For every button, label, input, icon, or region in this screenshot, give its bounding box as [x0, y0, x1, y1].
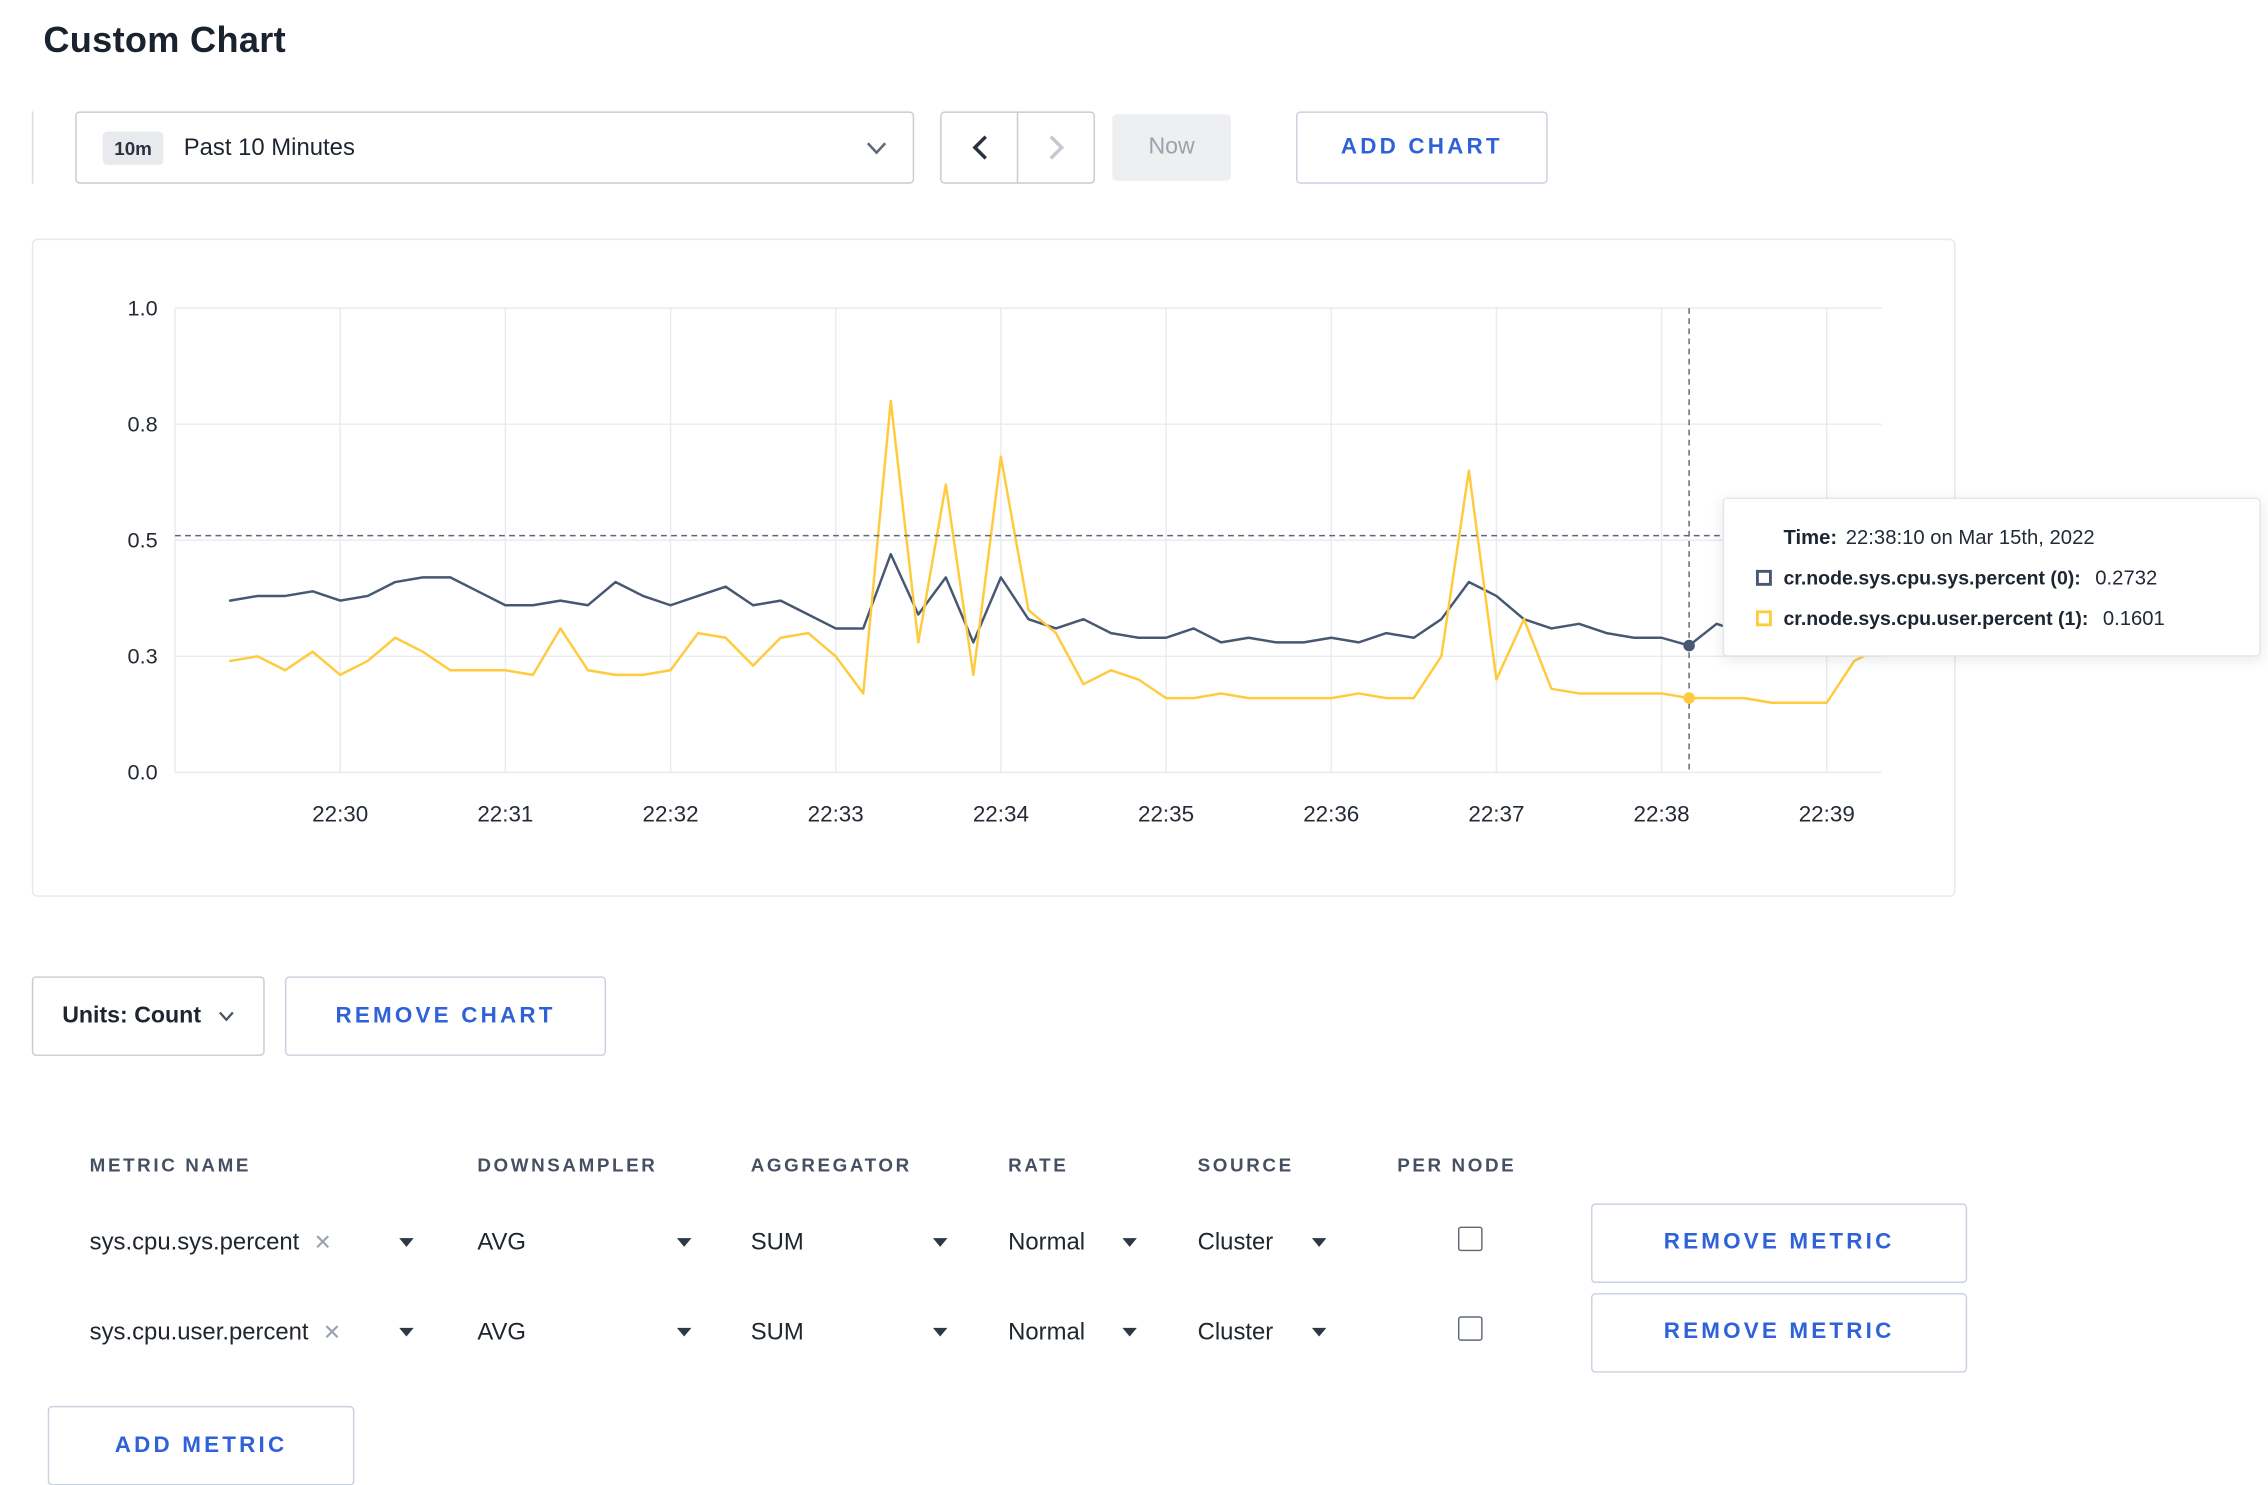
metric-select-value: sys.cpu.sys.percent [89, 1228, 300, 1255]
chevron-down-icon [218, 1011, 234, 1022]
tooltip-series-value: 0.1601 [2102, 606, 2165, 630]
column-header-source: SOURCE [1197, 1153, 1294, 1176]
table-row: sys.cpu.user.percent ✕ AVG SUM [32, 1287, 1968, 1377]
chart-controls: Units: Count REMOVE CHART [31, 976, 2268, 1056]
tooltip-series-row: cr.node.sys.cpu.sys.percent (0): 0.2732 [1755, 565, 2228, 589]
chevron-down-icon [866, 141, 887, 154]
add-chart-button[interactable]: ADD CHART [1296, 111, 1548, 184]
next-button[interactable] [1016, 111, 1095, 184]
svg-text:0.3: 0.3 [128, 644, 158, 669]
metrics-table: METRIC NAME DOWNSAMPLER AGGREGATOR RATE … [31, 1110, 1968, 1389]
per-node-checkbox[interactable] [1458, 1226, 1483, 1252]
chart-panel: 0.0 0.3 0.5 0.8 1.0 22:30 22:31 22:32 22:33 22:34… [31, 238, 2261, 897]
svg-text:22:35: 22:35 [1138, 802, 1194, 827]
remove-metric-button[interactable]: REMOVE METRIC [1591, 1202, 1968, 1283]
aggregator-value: SUM [750, 1228, 804, 1255]
source-value: Cluster [1197, 1318, 1274, 1345]
aggregator-select[interactable]: SUM [751, 1318, 948, 1345]
page-title: Custom Chart [43, 20, 286, 61]
tooltip-time-value: 22:38:10 on Mar 15th, 2022 [1845, 525, 2095, 549]
remove-metric-button[interactable]: REMOVE METRIC [1591, 1292, 1968, 1372]
caret-down-icon [932, 1238, 948, 1247]
svg-text:0.0: 0.0 [128, 760, 158, 785]
column-header-aggregator: AGGREGATOR [750, 1153, 912, 1176]
aggregator-select[interactable]: SUM [751, 1229, 948, 1256]
caret-down-icon [399, 1238, 414, 1247]
tooltip-time: Time: 22:38:10 on Mar 15th, 2022 [1783, 525, 2227, 548]
column-header-per-node: PER NODE [1397, 1153, 1517, 1176]
clear-icon[interactable]: ✕ [323, 1320, 342, 1346]
add-metric-button[interactable]: ADD METRIC [47, 1405, 355, 1485]
rate-value: Normal [1008, 1228, 1086, 1255]
now-button[interactable]: Now [1112, 114, 1231, 181]
rate-select[interactable]: Normal [1008, 1229, 1137, 1256]
svg-text:0.8: 0.8 [128, 411, 158, 436]
series-swatch-sys [1755, 569, 1772, 586]
metrics-table-header: METRIC NAME DOWNSAMPLER AGGREGATOR RATE … [32, 1131, 1956, 1198]
caret-down-icon [1122, 1238, 1137, 1247]
caret-down-icon [399, 1327, 414, 1337]
source-select[interactable]: Cluster [1198, 1229, 1327, 1256]
tooltip-time-label: Time: [1783, 525, 1838, 549]
svg-text:22:38: 22:38 [1634, 802, 1690, 827]
tooltip-series-label: cr.node.sys.cpu.user.percent (1): [1783, 606, 2089, 629]
svg-text:22:33: 22:33 [808, 802, 864, 827]
chevron-right-icon [1048, 135, 1064, 160]
prev-button[interactable] [940, 111, 1019, 184]
series-swatch-user [1755, 609, 1772, 626]
tooltip-series-row: cr.node.sys.cpu.user.percent (1): 0.1601 [1755, 606, 2228, 630]
metrics-chart[interactable]: 0.0 0.3 0.5 0.8 1.0 22:30 22:31 22:32 22:33 22:34… [33, 240, 1954, 895]
metric-select-value: sys.cpu.user.percent [89, 1318, 309, 1345]
tooltip-series-label: cr.node.sys.cpu.sys.percent (0): [1783, 566, 2081, 588]
downsampler-value: AVG [477, 1318, 526, 1345]
svg-text:22:34: 22:34 [973, 802, 1029, 827]
time-pager [940, 111, 1095, 184]
time-range-label: Past 10 Minutes [183, 133, 355, 160]
svg-text:22:39: 22:39 [1799, 802, 1855, 827]
tooltip-series-value: 0.2732 [2095, 565, 2158, 589]
svg-text:0.5: 0.5 [128, 527, 158, 552]
svg-text:22:30: 22:30 [312, 802, 368, 827]
column-header-metric-name: METRIC NAME [89, 1153, 252, 1176]
column-header-downsampler: DOWNSAMPLER [477, 1153, 658, 1176]
time-range-select[interactable]: 10m Past 10 Minutes [75, 111, 915, 184]
units-select[interactable]: Units: Count [31, 976, 265, 1056]
metric-select[interactable]: sys.cpu.user.percent ✕ [90, 1318, 414, 1345]
units-select-label: Units: Count [62, 1003, 202, 1028]
caret-down-icon [1122, 1327, 1137, 1337]
rate-select[interactable]: Normal [1008, 1318, 1137, 1345]
toolbar: 10m Past 10 Minutes Now ADD CHART [0, 111, 2268, 184]
toolbar-divider [31, 111, 34, 184]
rate-value: Normal [1008, 1318, 1086, 1345]
caret-down-icon [1311, 1327, 1327, 1337]
caret-down-icon [676, 1327, 692, 1337]
downsampler-select[interactable]: AVG [477, 1228, 692, 1256]
caret-down-icon [932, 1327, 948, 1337]
source-value: Cluster [1197, 1228, 1274, 1255]
caret-down-icon [676, 1238, 692, 1247]
table-row: sys.cpu.sys.percent ✕ AVG SUM N [32, 1198, 1968, 1288]
remove-chart-button[interactable]: REMOVE CHART [284, 976, 607, 1056]
downsampler-value: AVG [477, 1228, 526, 1255]
svg-text:1.0: 1.0 [128, 295, 158, 320]
svg-text:22:31: 22:31 [477, 802, 533, 827]
caret-down-icon [1311, 1238, 1327, 1247]
chevron-left-icon [971, 135, 987, 160]
aggregator-value: SUM [750, 1318, 804, 1345]
svg-text:22:36: 22:36 [1303, 802, 1359, 827]
column-header-rate: RATE [1008, 1153, 1069, 1176]
clear-icon[interactable]: ✕ [313, 1230, 332, 1256]
per-node-checkbox[interactable] [1458, 1316, 1483, 1341]
downsampler-select[interactable]: AVG [477, 1318, 692, 1345]
chart-tooltip: Time: 22:38:10 on Mar 15th, 2022 cr.node.… [1722, 497, 2261, 657]
svg-text:22:37: 22:37 [1468, 802, 1524, 827]
metric-select[interactable]: sys.cpu.sys.percent ✕ [90, 1229, 414, 1256]
time-range-badge: 10m [102, 130, 164, 165]
svg-text:22:32: 22:32 [642, 802, 698, 827]
source-select[interactable]: Cluster [1198, 1318, 1327, 1345]
